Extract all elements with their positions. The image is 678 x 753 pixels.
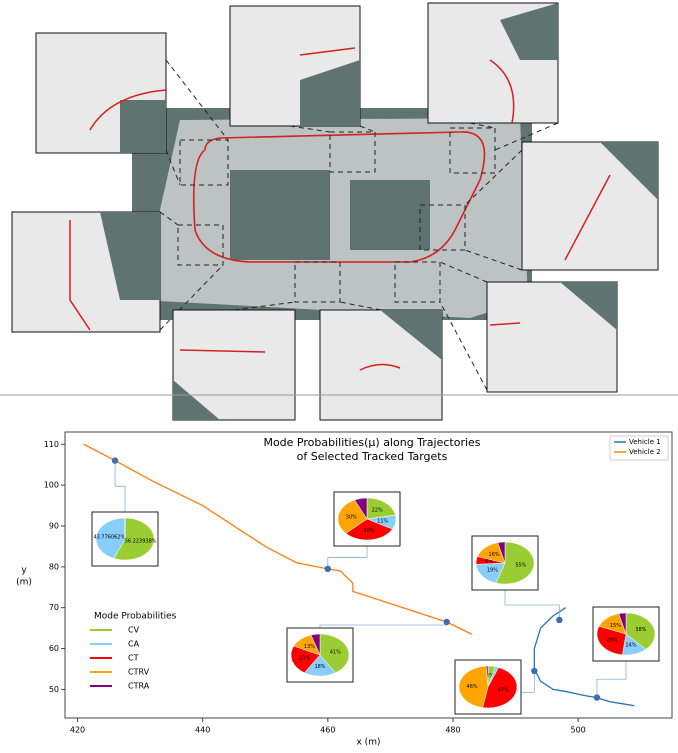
connectors (159, 59, 559, 391)
pie-connector (327, 546, 368, 569)
pie-slice-label: 43.776062% (93, 534, 125, 540)
pie-slice (354, 497, 368, 520)
inset-shadows (100, 3, 658, 420)
pie-slice-label: 23% (299, 656, 310, 662)
pie-slice-label: 15% (610, 623, 621, 629)
map-building (230, 170, 330, 260)
x-tick-label: 420 (70, 726, 85, 735)
pie-connector (596, 661, 627, 698)
x-tick-label: 500 (570, 726, 585, 735)
pie-legend-label: CV (128, 626, 140, 635)
pie-slice (618, 612, 627, 635)
y-tick-label: 80 (49, 562, 59, 571)
pie-slice (95, 517, 126, 559)
pie-slice-label: 18% (314, 664, 325, 670)
pie-slice-label: 30% (346, 514, 357, 520)
pie-slice (113, 517, 155, 561)
x-axis-label: x (m) (357, 738, 381, 748)
pie-slice-label: 47% (498, 688, 509, 694)
x-tick-label: 460 (320, 726, 335, 735)
pie-legend-label: CTRV (128, 668, 150, 677)
y-tick-label: 50 (49, 685, 59, 694)
map-free-space (140, 118, 528, 318)
pie-slice-label: 38% (635, 627, 646, 633)
pie-slice (458, 665, 489, 708)
pie-slice-label: 6% (485, 559, 493, 565)
pie-anchor-marker (531, 667, 538, 675)
map-collage (11, 2, 659, 421)
pie-legend-label: CA (128, 640, 140, 649)
pie-slice-label: 19% (487, 568, 498, 574)
pie-slice-label: 29% (607, 637, 618, 643)
pie-anchor-marker (593, 694, 601, 701)
pie-slice-label: 56.223938% (125, 539, 157, 545)
legend-box (609, 435, 669, 461)
map-trajectory (192, 131, 486, 263)
inset-trajectories (69, 47, 611, 371)
plot-frame (64, 431, 673, 719)
pie-slice (596, 625, 627, 656)
pie-connector (114, 460, 126, 512)
pie-slice (337, 499, 368, 534)
pie-slice (310, 633, 321, 656)
pie-connector (319, 621, 448, 628)
map-building (350, 180, 430, 250)
legend-label: Vehicle 2 (629, 448, 661, 456)
pie-legend-title: Mode Probabilities (94, 612, 177, 622)
pie-slice (482, 667, 518, 709)
x-tick-label: 440 (195, 726, 210, 735)
y-tick-label: 70 (49, 603, 59, 612)
pie-slice-label: 13% (304, 644, 315, 650)
chart-title: of Selected Tracked Targets (297, 450, 448, 463)
pie-slice-label: 55% (515, 562, 526, 568)
pie-slice (625, 612, 656, 650)
pie-anchor-marker (324, 565, 332, 573)
pie-slice-label: 16% (489, 552, 500, 558)
y-tick-label: 110 (44, 440, 59, 449)
x-tick-label: 480 (445, 726, 460, 735)
y-axis-label: y (21, 566, 27, 576)
pie-slice (485, 665, 489, 688)
y-tick-label: 60 (49, 644, 59, 653)
pie-slice-label: 14% (625, 642, 636, 648)
chart: 420 440 460 480 500 50 60 70 80 90 100 110 x (m) y (m)… (16, 435, 669, 748)
pie-slice-label: 30% (363, 528, 374, 534)
pie-slice (345, 518, 393, 541)
y-axis-label: (m) (16, 578, 32, 588)
pie-anchor-marker (556, 616, 563, 624)
pie-connector (504, 590, 560, 620)
pie-slice (495, 541, 535, 585)
pie-slice-label: 4% (486, 673, 494, 679)
pie-slice-label: 41% (330, 649, 341, 655)
pie-slice-label: 11% (377, 518, 388, 524)
y-tick-label: 100 (44, 481, 59, 490)
pie-legend-label: CT (128, 654, 139, 663)
pie-anchor-marker (111, 457, 119, 464)
pie-legend-label: CTRA (128, 682, 150, 691)
y-tick-label: 90 (49, 521, 59, 530)
pie-slice-label: 46% (467, 684, 478, 690)
pie-slice (366, 497, 396, 520)
pie-anchor-marker (443, 618, 450, 626)
pie-slice (497, 541, 506, 564)
chart-title: Mode Probabilities(μ) along Trajectories (263, 436, 480, 449)
series-line (533, 607, 635, 707)
legend-label: Vehicle 1 (629, 438, 661, 446)
pie-slice-label: 22% (372, 508, 383, 514)
